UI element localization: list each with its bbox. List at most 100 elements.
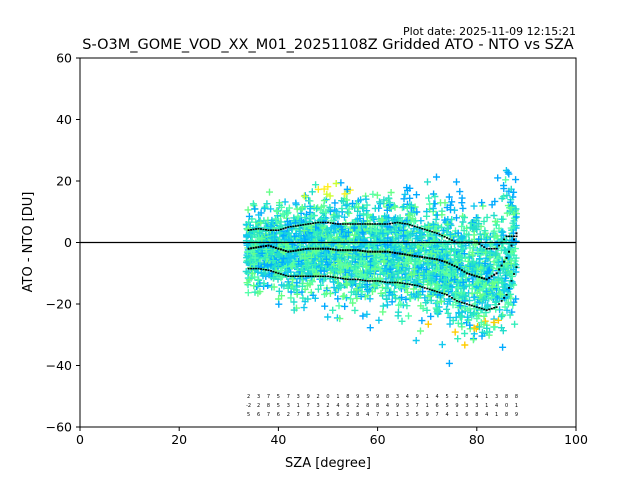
count-label: 9 bbox=[396, 403, 399, 409]
x-axis-label: SZA [degree] bbox=[285, 456, 371, 471]
scatter-point bbox=[285, 229, 293, 237]
scatter-point bbox=[326, 204, 334, 211]
scatter-point bbox=[406, 184, 414, 192]
scatter-point bbox=[465, 281, 473, 289]
scatter-point bbox=[488, 283, 496, 291]
scatter-point bbox=[508, 207, 516, 215]
count-label: 1 bbox=[515, 403, 518, 409]
count-label: 9 bbox=[386, 412, 389, 418]
scatter-point bbox=[421, 294, 429, 302]
count-label: 5 bbox=[416, 412, 419, 418]
count-label: 6 bbox=[277, 412, 280, 418]
scatter-point bbox=[503, 192, 511, 199]
count-label: 2 bbox=[326, 403, 329, 409]
scatter-point bbox=[256, 229, 264, 237]
scatter-point bbox=[496, 290, 504, 298]
scatter-point bbox=[443, 305, 451, 313]
scatter-point bbox=[363, 310, 371, 318]
scatter-point bbox=[290, 252, 298, 260]
scatter-point bbox=[498, 195, 506, 202]
count-label: 4 bbox=[436, 394, 439, 400]
scatter-point bbox=[273, 207, 281, 215]
scatter-point bbox=[267, 261, 275, 269]
scatter-point bbox=[391, 203, 399, 211]
scatter-point bbox=[405, 312, 412, 320]
scatter-point bbox=[340, 292, 348, 300]
scatter-point bbox=[433, 299, 441, 307]
scatter-point bbox=[355, 253, 363, 261]
scatter-point bbox=[454, 256, 462, 264]
scatter-point bbox=[413, 208, 421, 216]
scatter-point bbox=[459, 204, 467, 212]
count-label: 5 bbox=[366, 394, 369, 400]
scatter-point bbox=[419, 304, 427, 312]
scatter-point bbox=[460, 283, 468, 291]
scatter-point bbox=[406, 202, 414, 210]
scatter-point bbox=[284, 268, 292, 276]
scatter-point bbox=[301, 214, 309, 222]
scatter-point bbox=[260, 217, 268, 225]
scatter-point bbox=[308, 253, 315, 261]
scatter-point bbox=[456, 188, 464, 196]
scatter-point bbox=[451, 328, 459, 336]
stat-series bbox=[247, 221, 518, 311]
scatter-point bbox=[465, 263, 473, 271]
scatter-point bbox=[466, 244, 474, 252]
scatter-point bbox=[337, 268, 345, 276]
scatter-point bbox=[481, 227, 489, 235]
scatter-point bbox=[512, 238, 520, 246]
scatter-point bbox=[258, 249, 266, 257]
scatter-point bbox=[469, 219, 477, 226]
scatter-point bbox=[335, 282, 343, 290]
scatter-point bbox=[335, 212, 343, 220]
scatter-point bbox=[394, 262, 402, 270]
scatter-point bbox=[254, 268, 262, 276]
scatter-point bbox=[470, 324, 478, 332]
scatter-point bbox=[440, 283, 448, 291]
scatter-point bbox=[300, 304, 308, 312]
scatter-point bbox=[243, 248, 251, 256]
scatter-point bbox=[445, 193, 453, 201]
scatter-point bbox=[312, 181, 320, 189]
scatter-point bbox=[418, 233, 425, 241]
scatter-point bbox=[454, 335, 462, 343]
scatter-point bbox=[480, 312, 488, 320]
scatter-point bbox=[348, 219, 356, 227]
scatter-point bbox=[353, 294, 361, 302]
scatter-point bbox=[402, 284, 410, 292]
scatter-point bbox=[414, 264, 422, 272]
scatter-point bbox=[431, 238, 439, 246]
scatter-point bbox=[379, 308, 387, 316]
scatter-point bbox=[383, 206, 391, 214]
count-label: 6 bbox=[336, 412, 339, 418]
y-tick-label: 60 bbox=[56, 51, 72, 66]
scatter-point bbox=[494, 174, 502, 182]
scatter-point bbox=[399, 226, 407, 234]
scatter-point bbox=[277, 274, 285, 282]
scatter-point bbox=[439, 262, 447, 269]
count-label: 3 bbox=[465, 403, 468, 409]
scatter-point bbox=[317, 281, 325, 289]
scatter-point bbox=[251, 254, 259, 262]
scatter-point bbox=[257, 209, 265, 217]
scatter-point bbox=[349, 254, 357, 262]
scatter-point bbox=[331, 288, 339, 296]
scatter-point bbox=[313, 205, 320, 213]
scatter-point bbox=[451, 275, 459, 283]
scatter-point bbox=[441, 199, 449, 207]
scatter-point bbox=[292, 201, 300, 209]
scatter-point bbox=[454, 284, 462, 291]
scatter-point bbox=[473, 277, 481, 285]
scatter-point bbox=[507, 224, 515, 232]
scatter-point bbox=[343, 262, 351, 270]
scatter-point bbox=[343, 196, 351, 204]
scatter-point bbox=[290, 298, 298, 306]
scatter-point bbox=[438, 246, 446, 254]
scatter-point bbox=[444, 300, 451, 308]
scatter-point bbox=[424, 178, 431, 186]
scatter-point bbox=[450, 268, 457, 276]
x-tick-label: 0 bbox=[76, 432, 84, 447]
scatter-point bbox=[260, 280, 268, 287]
scatter-point bbox=[470, 293, 478, 301]
scatter-point bbox=[275, 287, 283, 295]
